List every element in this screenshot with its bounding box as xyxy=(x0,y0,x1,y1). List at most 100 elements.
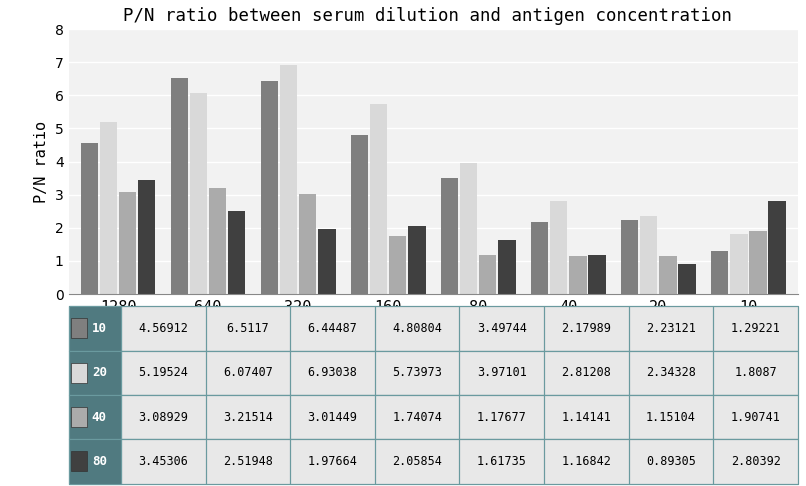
Bar xyxy=(138,180,156,294)
Bar xyxy=(375,395,459,439)
Bar xyxy=(69,439,798,484)
Bar xyxy=(72,318,88,338)
Text: 5.73973: 5.73973 xyxy=(393,366,442,379)
Bar xyxy=(72,407,88,427)
Bar xyxy=(69,350,798,395)
Bar xyxy=(69,306,798,350)
Bar xyxy=(479,255,496,294)
Text: 40: 40 xyxy=(92,411,107,423)
Bar xyxy=(459,350,544,395)
Bar xyxy=(629,395,713,439)
Bar xyxy=(121,306,206,350)
Text: 2.34328: 2.34328 xyxy=(646,366,696,379)
Bar xyxy=(588,255,605,294)
Text: 1.16842: 1.16842 xyxy=(562,455,611,468)
Bar xyxy=(299,194,317,294)
Text: 1.74074: 1.74074 xyxy=(393,411,442,423)
Bar xyxy=(121,439,206,484)
Text: 2.17989: 2.17989 xyxy=(562,322,611,335)
Bar xyxy=(100,122,117,294)
Text: 3.49744: 3.49744 xyxy=(477,322,527,335)
Bar xyxy=(640,216,658,294)
Bar xyxy=(459,306,544,350)
Text: 3.45306: 3.45306 xyxy=(139,455,189,468)
Bar xyxy=(629,350,713,395)
Bar xyxy=(629,439,713,484)
Bar xyxy=(81,143,98,294)
Text: 4.80804: 4.80804 xyxy=(393,322,442,335)
Bar xyxy=(209,188,226,294)
Text: 2.51948: 2.51948 xyxy=(223,455,273,468)
Bar xyxy=(713,395,798,439)
Bar xyxy=(375,350,459,395)
Bar xyxy=(206,395,290,439)
Bar xyxy=(544,306,629,350)
Bar xyxy=(290,306,375,350)
Text: 1.90741: 1.90741 xyxy=(731,411,780,423)
Text: 80: 80 xyxy=(92,455,107,468)
Bar xyxy=(679,264,696,294)
Text: 0.89305: 0.89305 xyxy=(646,455,696,468)
Bar xyxy=(408,226,426,294)
Bar xyxy=(72,451,88,471)
Text: 6.5117: 6.5117 xyxy=(226,322,269,335)
Bar xyxy=(389,236,406,294)
Bar xyxy=(768,201,786,294)
Bar xyxy=(459,395,544,439)
Bar xyxy=(206,350,290,395)
Bar xyxy=(69,395,121,439)
Text: 6.07407: 6.07407 xyxy=(223,366,273,379)
Text: 2.05854: 2.05854 xyxy=(393,455,442,468)
Bar xyxy=(69,306,121,350)
Bar xyxy=(72,363,88,382)
Bar xyxy=(318,228,335,294)
Bar xyxy=(280,65,297,294)
Text: 3.21514: 3.21514 xyxy=(223,411,273,423)
Bar xyxy=(69,439,121,484)
Bar xyxy=(569,256,587,294)
Bar xyxy=(544,395,629,439)
Bar xyxy=(460,162,477,294)
Bar xyxy=(375,439,459,484)
Text: 10: 10 xyxy=(92,322,107,335)
Bar xyxy=(711,251,729,294)
Text: 4.56912: 4.56912 xyxy=(139,322,189,335)
Bar xyxy=(206,306,290,350)
Y-axis label: P/N ratio: P/N ratio xyxy=(34,121,49,203)
Text: 3.01449: 3.01449 xyxy=(308,411,358,423)
Text: 5.19524: 5.19524 xyxy=(139,366,189,379)
Bar xyxy=(171,78,188,294)
Bar xyxy=(531,222,548,294)
Text: 1.17677: 1.17677 xyxy=(477,411,527,423)
Bar xyxy=(730,234,747,294)
Bar xyxy=(750,231,767,294)
Bar xyxy=(69,350,121,395)
Text: 1.29221: 1.29221 xyxy=(731,322,780,335)
Bar xyxy=(121,395,206,439)
Bar xyxy=(69,439,121,484)
Bar xyxy=(659,256,676,294)
Bar xyxy=(121,350,206,395)
Bar xyxy=(69,395,121,439)
Bar xyxy=(351,135,368,294)
Text: 3.97101: 3.97101 xyxy=(477,366,527,379)
Bar xyxy=(69,395,798,439)
Bar xyxy=(370,104,388,294)
Text: 1.61735: 1.61735 xyxy=(477,455,527,468)
Text: P/N ratio between serum dilution and antigen concentration: P/N ratio between serum dilution and ant… xyxy=(123,7,732,25)
Text: 2.80392: 2.80392 xyxy=(731,455,780,468)
Bar xyxy=(713,306,798,350)
Bar xyxy=(459,439,544,484)
Bar xyxy=(119,192,136,294)
Bar xyxy=(290,350,375,395)
Bar xyxy=(228,210,246,294)
Bar xyxy=(550,201,567,294)
Text: 1.14141: 1.14141 xyxy=(562,411,611,423)
Bar xyxy=(629,306,713,350)
Bar xyxy=(206,439,290,484)
Bar xyxy=(441,178,459,294)
Text: 2.81208: 2.81208 xyxy=(562,366,611,379)
Bar xyxy=(290,439,375,484)
Bar xyxy=(69,306,121,350)
Text: 1.97664: 1.97664 xyxy=(308,455,358,468)
